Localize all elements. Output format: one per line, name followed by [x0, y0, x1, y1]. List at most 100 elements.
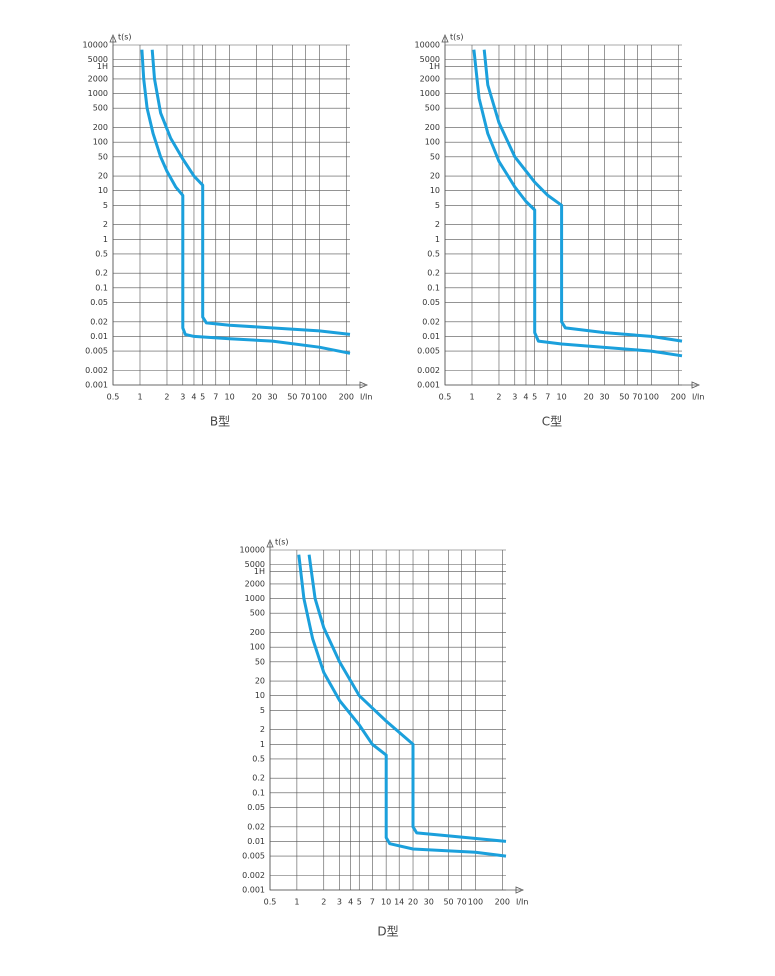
y-tick-label: 1H — [97, 62, 108, 71]
x-tick-label: 4 — [348, 898, 353, 907]
x-tick-label: 7 — [545, 393, 550, 402]
y-tick-label: 0.2 — [252, 774, 265, 783]
y-tick-label: 2 — [260, 725, 265, 734]
y-tick-label: 1H — [429, 62, 440, 71]
y-tick-label: 10000 — [240, 546, 265, 555]
x-tick-label: 200 — [671, 393, 686, 402]
x-tick-label: 50 — [443, 898, 453, 907]
y-tick-label: 1000 — [420, 89, 440, 98]
y-tick-label: 0.02 — [247, 822, 265, 831]
y-axis-label: t(s) — [118, 33, 132, 42]
y-tick-label: 0.002 — [417, 366, 440, 375]
y-tick-label: 0.002 — [242, 871, 265, 880]
trip-curve — [297, 554, 507, 858]
y-tick-label: 2 — [103, 220, 108, 229]
y-tick-label: 50 — [98, 152, 108, 161]
y-tick-label: 20 — [430, 172, 440, 181]
axis — [112, 37, 365, 386]
x-tick-label: 200 — [495, 898, 510, 907]
y-tick-label: 0.001 — [417, 381, 440, 390]
y-tick-label: 1 — [435, 235, 440, 244]
y-axis-label: t(s) — [450, 33, 464, 42]
y-tick-label: 0.01 — [247, 837, 265, 846]
y-tick-label: 50 — [255, 657, 265, 666]
x-tick-label: 7 — [370, 898, 375, 907]
trip-curve — [307, 554, 507, 843]
x-tick-label: 3 — [337, 898, 342, 907]
x-tick-label: 10 — [381, 898, 391, 907]
x-tick-label: 4 — [523, 393, 528, 402]
x-tick-label: 20 — [408, 898, 418, 907]
y-tick-label: 0.2 — [95, 269, 108, 278]
y-tick-label: 0.001 — [242, 886, 265, 895]
y-tick-label: 1 — [103, 235, 108, 244]
y-tick-label: 0.1 — [427, 283, 440, 292]
y-tick-label: 1H — [254, 567, 265, 576]
x-axis-label: I/In — [692, 393, 704, 402]
y-tick-label: 0.2 — [427, 269, 440, 278]
y-tick-label: 200 — [93, 123, 108, 132]
x-tick-label: 2 — [321, 898, 326, 907]
x-tick-label: 5 — [357, 898, 362, 907]
chart-title: B型 — [210, 415, 230, 429]
y-tick-label: 0.01 — [422, 332, 440, 341]
x-tick-label: 3 — [512, 393, 517, 402]
y-axis-label: t(s) — [275, 538, 289, 547]
axis-arrow — [109, 33, 117, 43]
x-axis-label: I/In — [516, 898, 528, 907]
axis-arrow — [266, 538, 274, 548]
x-tick-label: 20 — [252, 393, 262, 402]
y-tick-label: 10 — [430, 186, 440, 195]
y-tick-label: 10000 — [415, 41, 440, 50]
y-tick-label: 0.005 — [417, 347, 440, 356]
y-tick-label: 2000 — [245, 579, 265, 588]
x-tick-label: 30 — [267, 393, 277, 402]
axis-arrow — [359, 381, 369, 389]
y-tick-label: 20 — [98, 172, 108, 181]
y-tick-label: 1 — [260, 740, 265, 749]
y-tick-label: 1000 — [88, 89, 108, 98]
y-tick-label: 0.002 — [85, 366, 108, 375]
y-tick-label: 5000 — [245, 560, 265, 569]
y-tick-label: 0.02 — [422, 317, 440, 326]
y-tick-label: 2 — [435, 220, 440, 229]
y-tick-label: 10000 — [83, 41, 108, 50]
x-tick-label: 4 — [191, 393, 196, 402]
y-tick-label: 500 — [425, 104, 440, 113]
x-tick-label: 10 — [225, 393, 235, 402]
x-tick-label: 70 — [300, 393, 310, 402]
y-tick-label: 0.001 — [85, 381, 108, 390]
x-tick-label: 3 — [180, 393, 185, 402]
trip-curve — [472, 49, 683, 358]
x-tick-label: 30 — [424, 898, 434, 907]
x-tick-label: 7 — [213, 393, 218, 402]
y-tick-label: 0.1 — [252, 788, 265, 797]
x-tick-label: 70 — [457, 898, 467, 907]
x-tick-label: 1 — [137, 393, 142, 402]
y-tick-label: 10 — [255, 691, 265, 700]
chart-title: C型 — [542, 415, 562, 429]
trip-curve — [482, 49, 683, 343]
y-tick-label: 10 — [98, 186, 108, 195]
y-tick-label: 0.05 — [247, 803, 265, 812]
x-tick-label: 14 — [394, 898, 404, 907]
x-tick-label: 1 — [294, 898, 299, 907]
x-tick-label: 50 — [619, 393, 629, 402]
x-tick-label: 5 — [532, 393, 537, 402]
y-tick-label: 0.005 — [242, 852, 265, 861]
y-tick-label: 5000 — [420, 55, 440, 64]
axis — [269, 542, 521, 891]
y-tick-label: 0.05 — [90, 298, 108, 307]
axis-arrow — [441, 33, 449, 43]
x-tick-label: 50 — [287, 393, 297, 402]
x-tick-label: 1 — [469, 393, 474, 402]
x-tick-label: 30 — [599, 393, 609, 402]
y-tick-label: 100 — [250, 643, 265, 652]
y-tick-label: 0.005 — [85, 347, 108, 356]
y-tick-label: 20 — [255, 677, 265, 686]
x-tick-label: 0.5 — [439, 393, 452, 402]
y-tick-label: 5 — [435, 201, 440, 210]
x-tick-label: 20 — [584, 393, 594, 402]
trip-curve — [150, 49, 351, 336]
y-tick-label: 2000 — [88, 74, 108, 83]
